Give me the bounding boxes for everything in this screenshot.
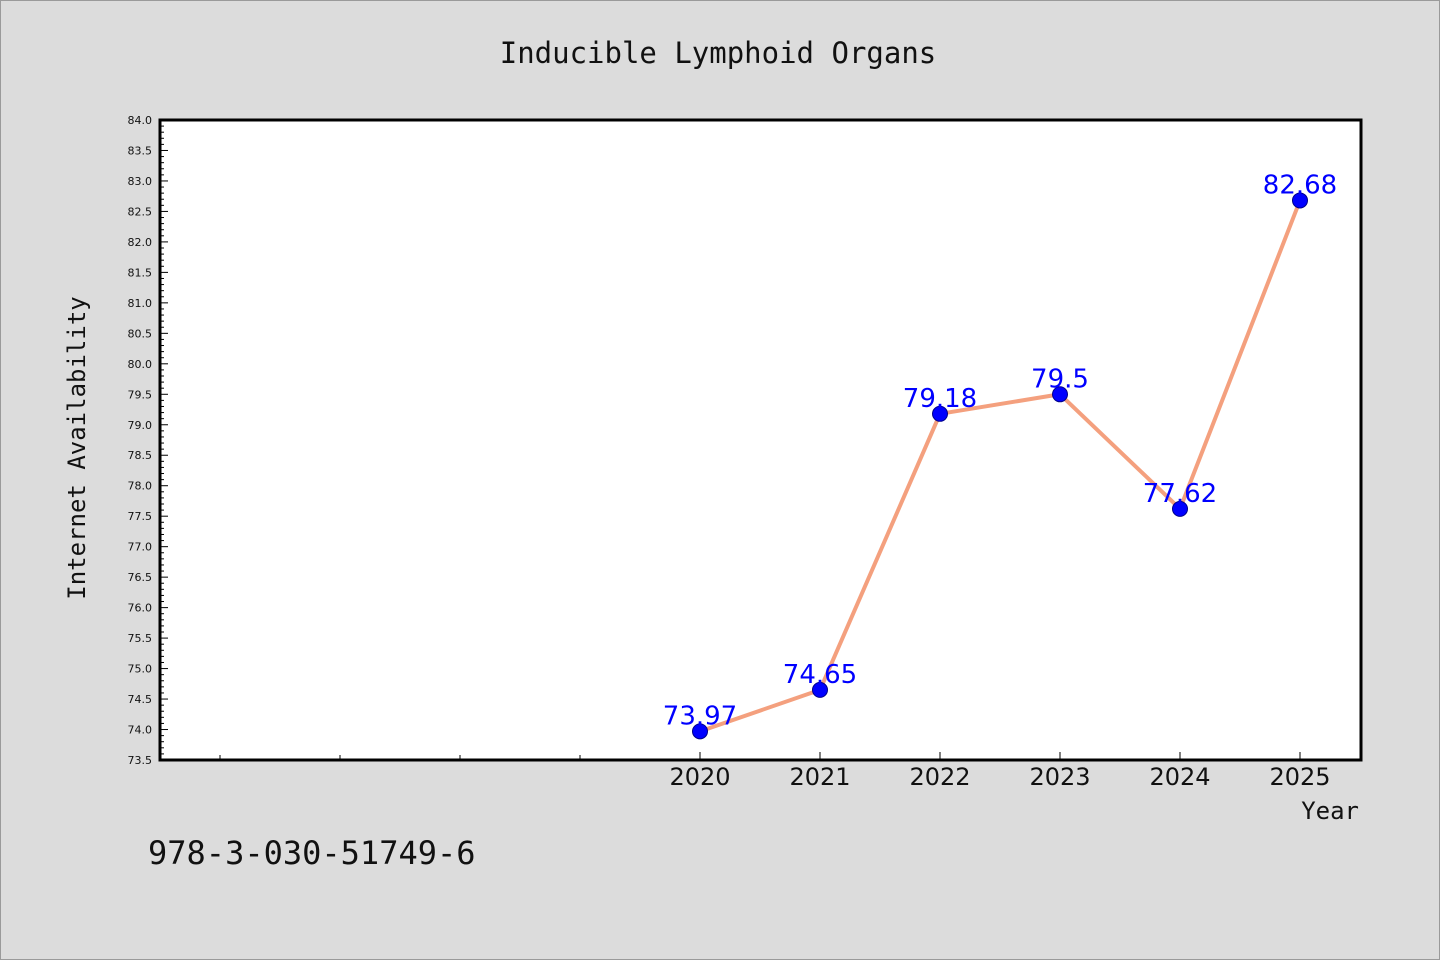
x-tick-label: 2021 (789, 763, 850, 791)
data-point (692, 723, 708, 740)
x-axis: 2020 2021 2022 2023 2024 2025 (219, 752, 1331, 791)
y-tick-label: 73.5 (128, 754, 153, 767)
y-tick-label: 75.5 (128, 632, 153, 645)
y-tick-label: 80.0 (128, 358, 153, 371)
y-tick-label: 78.5 (128, 449, 153, 462)
y-tick-label: 76.5 (128, 571, 153, 584)
data-label: 74.65 (783, 660, 857, 690)
footer-id-text: 978-3-030-51749-6 (148, 834, 476, 872)
y-tick-label: 82.5 (128, 205, 153, 218)
y-axis-label: Internet Availability (63, 296, 91, 599)
data-point (932, 405, 948, 422)
x-axis-label: Year (1301, 797, 1359, 825)
y-axis: 73.5 74.0 74.5 75.0 75.5 76.0 76.5 77.0 77.5 78.0… (128, 114, 168, 767)
data-label: 79.5 (1031, 364, 1089, 394)
x-tick-label: 2024 (1149, 763, 1210, 791)
y-tick-label: 81.0 (128, 297, 153, 310)
series-line (699, 199, 1302, 734)
y-tick-label: 79.5 (128, 388, 153, 401)
x-tick-label: 2022 (909, 763, 970, 791)
y-tick-label: 81.5 (128, 266, 153, 279)
data-point (1292, 192, 1308, 209)
plot-area (160, 120, 1361, 760)
y-tick-label: 74.5 (128, 693, 153, 706)
x-tick-label: 2023 (1029, 763, 1090, 791)
y-tick-label: 76.0 (128, 602, 153, 615)
series (692, 192, 1308, 740)
data-label: 77.62 (1143, 479, 1217, 509)
data-label: 82.68 (1263, 170, 1337, 200)
y-tick-label: 78.0 (128, 480, 153, 493)
y-tick-label: 77.5 (128, 510, 153, 523)
data-point (1052, 386, 1068, 403)
data-point (812, 681, 828, 698)
y-tick-label: 83.0 (128, 175, 153, 188)
data-label: 73.97 (663, 701, 737, 731)
data-labels: 73.97 74.65 79.18 79.5 77.62 82.68 (663, 170, 1337, 731)
y-tick-label: 75.0 (128, 663, 153, 676)
data-point (1172, 500, 1188, 517)
data-label: 79.18 (903, 384, 977, 414)
y-tick-label: 80.5 (128, 327, 153, 340)
y-tick-label: 82.0 (128, 236, 153, 249)
y-tick-label: 77.0 (128, 541, 153, 554)
y-tick-label: 84.0 (128, 114, 153, 127)
x-tick-label: 2025 (1269, 763, 1330, 791)
y-tick-label: 79.0 (128, 419, 153, 432)
y-tick-label: 83.5 (128, 144, 153, 157)
plot-border (158, 118, 1363, 762)
chart-title: Inducible Lymphoid Organs (500, 36, 937, 70)
x-tick-label: 2020 (669, 763, 730, 791)
y-tick-label: 74.0 (128, 724, 153, 737)
